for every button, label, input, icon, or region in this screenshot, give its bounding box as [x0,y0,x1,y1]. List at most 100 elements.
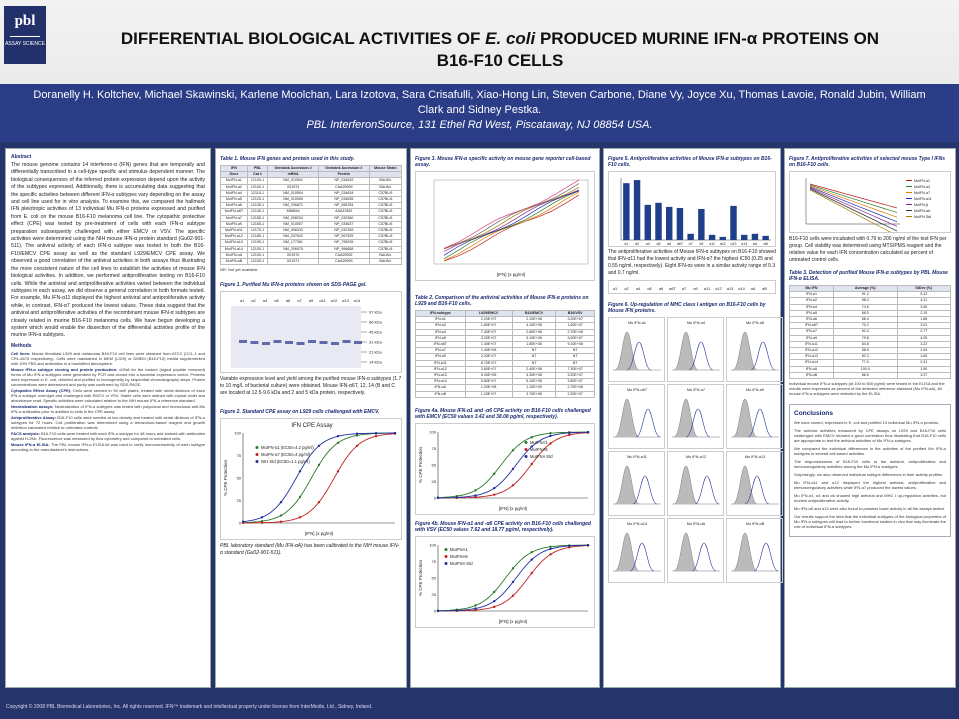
series-point [336,441,340,445]
facs-histogram: Mu IFN-α4 [672,321,720,371]
facs-panel-title: Mu IFN-α6T [627,388,648,392]
bar [762,235,769,240]
table-cell: 12105-1 [246,258,269,266]
facs-histogram: Mu IFN-αB [731,522,779,572]
plot-title: IFN CPE Assay [291,423,332,429]
series-point [474,494,477,497]
abstract-column: Abstract The mouse genome contains 14 in… [5,148,211,688]
reporter-series [443,183,580,249]
facs-histogram: Mu IFN-α12 [672,455,720,505]
author-band: Doranelly H. Koltchev, Michael Skawinski… [0,84,959,142]
y-tick-label: 75 [237,453,242,458]
series-curve [437,431,589,499]
table-cell: C57BL/6 [368,220,403,229]
method-text: Mouse fibroblast L929 and melanoma B16-F… [11,350,205,366]
table-cell: NM_010505 [267,195,319,204]
gel-lane-label: α14 [354,298,362,303]
column-3: Figure 3. Mouse IFN-α specific activity … [410,148,600,688]
table-row: IFN-α14 77.0 2.41 [789,359,952,367]
legend-label: MuIFNA6 [450,554,468,559]
table-cell: IFN-α13 [789,353,834,361]
reporter-assay-plot: [IFN] (x pg/ml) [433,179,589,277]
fig5-text: The antiproliferative activities of Mous… [608,249,776,276]
marker-label: 45 kDa [369,330,382,335]
gel-lane-label: α9 [309,298,314,303]
method-label: Cell lines: [11,350,32,356]
copyright-footer: Copyright © 2008 PBL Biomedical Laborato… [6,704,373,710]
table-cell: MuIFN-αB [220,258,248,266]
table-row: IFN-α4 74.6 3.40 [789,303,952,311]
table-row: IFN-α11 8.70E+07 NT NT [415,359,595,367]
table-header-cell: B16/EMCV [511,309,557,318]
y-tick-label: 50 [432,575,437,580]
fig3-plot: [IFN] (x pg/ml) [415,171,595,281]
series-point [336,435,340,438]
authors: Doranelly H. Koltchev, Michael Skawinski… [33,89,926,116]
fig4a-plot: 0 25 50 75 100 % CPE Protection [IFN] (x pg/ml… [415,422,595,515]
control-peak [673,331,699,371]
table-cell: BALB/c [368,251,403,260]
methods-heading: Methods [11,342,32,349]
legend-marker [444,554,448,558]
y-tick-label: 100 [429,542,436,547]
table-cell: C57BL/6 [368,239,403,247]
table-cell: 12125-1 [246,195,269,204]
title-italic: E. coli [485,29,536,48]
table-cell: 5.12 [896,291,952,299]
control-peak [673,532,699,572]
table-row: IFN-α4 7.40E+07 2.80E+08 2.70E+08 [415,328,595,336]
table-row: MuIFN-α6T 12145-1 M68944 AAA37892 C57BL/6 [220,208,403,216]
series-point [355,444,359,448]
treated-peak [632,475,658,505]
legend-label: MuIFN Std [914,215,931,219]
bar [741,234,748,240]
table-cell: 1.80E+08 [511,340,557,349]
conclusion-item: We compared the individual differences i… [794,446,946,457]
antiproliferative-bar-chart: α1 α2 α4 α5 α6 α6T α7 α9 α11 α12 α13 α14 αA αB [620,178,771,246]
conclusion-item: The responsiveness of B16-F10 cells to t… [794,459,946,470]
table-cell: 12100-1 [246,177,269,185]
table-cell: BALB/c [368,183,403,191]
legend-label: MuIFN-α7 (EC50=4 pg/ml) [261,452,311,457]
series-point [374,435,378,438]
table-cell: 1.20E+07 [464,390,513,398]
control-peak [673,398,699,438]
bar-category-label: α6T [677,242,684,246]
table-cell: NT [555,353,595,361]
table3-note: Individual mouse IFN-α subtypes (at 100 … [789,381,945,397]
table-cell: C57BL/6 [368,233,403,241]
table-cell: IFN-α9 [789,334,834,342]
series-point [493,472,496,475]
fig5-strip: α1 α2 α4 α5 α6 α6T α7 α9 α11 α12 α13 α14 αA αB [608,280,776,294]
legend-marker [524,454,528,458]
cpe-emcv-plot: 0 25 50 75 100 % CPE Protection [IFN] (x pg/ml… [418,429,590,511]
table-cell: 4.05 [896,334,952,342]
facs-histogram: Mu IFN-α6T [613,388,661,438]
y-tick-label: 25 [432,592,437,597]
legend-label: MuIFN-αA [914,209,931,213]
title-line2: B16-F10 CELLS [436,51,564,70]
antiprolif-series [809,185,898,218]
reporter-series [443,189,580,252]
treated-peak [691,542,717,572]
table-cell: 2.41 [896,359,952,367]
series-point [436,496,440,499]
marker-label: 97 kDa [369,310,382,315]
antiprolif-series [809,187,898,227]
strip-label: α7 [682,287,686,291]
legend-marker [255,453,259,457]
gel-band [239,340,247,344]
method-label: Cytopathic Effect Assay (CPE): [11,387,74,393]
table-cell: BALB/c [368,258,403,266]
table-row: IFN-α7 52.4 2.77 [789,328,952,336]
table-cell: 5.80E+07 [464,378,513,386]
legend-marker [255,460,259,464]
facs-panel: Mu IFN-α11 [608,451,665,516]
table-cell: NM_008334 [267,214,319,222]
table-cell: 12155-1 [246,214,269,222]
treated-peak [685,408,711,438]
table-cell: 3.10E+08 [511,334,557,343]
table-cell: 3.20E+07 [464,334,513,343]
bar-category-label: α5 [657,242,661,246]
table-row: IFN-α7 1.40E+06 NT NT [415,347,595,355]
